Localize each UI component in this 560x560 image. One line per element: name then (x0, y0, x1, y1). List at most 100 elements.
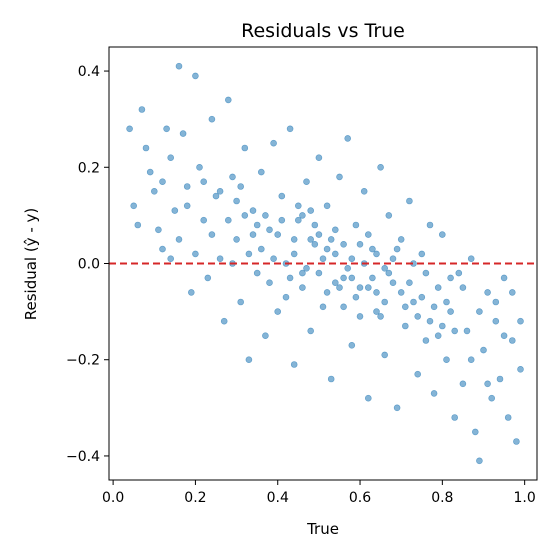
data-point (311, 221, 319, 229)
x-tick-label: 0.4 (267, 490, 289, 506)
data-point (204, 274, 212, 282)
data-point (369, 245, 376, 253)
data-point (315, 269, 323, 277)
y-axis-label: Residual (ŷ - y) (22, 208, 40, 321)
data-point (352, 221, 360, 229)
data-point (307, 327, 315, 335)
y-axis: −0.4 −0.2 0.0 0.2 0.4 (66, 64, 109, 465)
x-axis: 0.0 0.2 0.4 0.6 0.8 1.0 (102, 480, 536, 506)
data-point (385, 269, 393, 277)
data-point (513, 438, 520, 445)
data-point (373, 289, 380, 296)
data-point (126, 125, 133, 133)
data-point (323, 202, 331, 210)
data-point (155, 226, 162, 234)
data-point (225, 96, 232, 104)
x-tick-label: 0.6 (349, 490, 371, 506)
data-point (364, 394, 372, 402)
data-point (459, 284, 467, 291)
data-point (434, 284, 442, 291)
data-point (294, 202, 302, 210)
data-point (336, 284, 343, 291)
data-point (389, 255, 397, 263)
data-point (229, 173, 236, 181)
data-point (348, 255, 356, 263)
data-point (500, 274, 508, 282)
data-point (344, 135, 352, 142)
data-point (200, 178, 207, 185)
data-point (257, 245, 265, 253)
data-point (138, 106, 146, 113)
y-tick-label: −0.4 (66, 449, 100, 465)
data-point (389, 279, 397, 287)
data-point (188, 289, 195, 296)
data-point (183, 202, 191, 210)
data-point (290, 361, 298, 368)
data-point (459, 380, 467, 388)
data-point (286, 274, 294, 282)
data-point (418, 293, 426, 301)
data-point (315, 231, 323, 238)
points-layer (126, 62, 524, 465)
data-point (196, 164, 203, 171)
data-point (504, 414, 512, 421)
data-point (331, 226, 339, 234)
data-point (451, 327, 459, 335)
data-point (253, 221, 261, 229)
y-tick-label: 0.2 (78, 160, 100, 176)
data-point (467, 255, 475, 263)
data-point (480, 346, 487, 354)
data-point (262, 332, 269, 340)
data-point (356, 284, 364, 291)
data-point (393, 404, 401, 412)
data-point (381, 351, 389, 359)
data-point (208, 231, 216, 238)
data-point (216, 188, 224, 195)
data-point (159, 245, 166, 253)
data-point (426, 221, 434, 229)
data-point (476, 308, 483, 315)
data-point (451, 414, 459, 421)
data-point (237, 183, 244, 190)
x-axis-label: True (306, 520, 339, 538)
data-point (245, 250, 253, 258)
data-point (151, 188, 158, 195)
data-point (134, 221, 142, 229)
data-point (430, 390, 438, 397)
data-point (290, 236, 298, 243)
data-point (299, 212, 306, 219)
data-point (163, 125, 170, 133)
x-tick-label: 0.2 (184, 490, 206, 506)
data-point (212, 192, 220, 200)
data-point (286, 125, 294, 133)
data-point (414, 313, 422, 320)
data-point (393, 245, 401, 253)
x-tick-label: 0.0 (102, 490, 124, 506)
data-point (142, 144, 150, 152)
data-point (471, 428, 479, 436)
data-point (426, 317, 434, 325)
data-point (447, 274, 454, 282)
chart-title: Residuals vs True (241, 20, 405, 42)
data-point (192, 72, 199, 80)
data-point (517, 365, 524, 373)
data-point (401, 322, 409, 330)
data-point (331, 250, 339, 258)
data-point (253, 269, 261, 277)
data-point (274, 231, 282, 238)
data-point (397, 289, 405, 296)
data-point (508, 289, 516, 296)
data-point (278, 216, 286, 224)
data-point (488, 394, 496, 402)
data-point (274, 308, 282, 315)
data-point (323, 289, 331, 296)
data-point (319, 303, 327, 311)
data-point (192, 250, 199, 258)
x-tick-label: 1.0 (514, 490, 536, 506)
data-point (401, 303, 409, 311)
data-point (319, 255, 327, 263)
data-point (463, 327, 471, 335)
data-point (418, 250, 426, 258)
data-point (220, 317, 228, 325)
